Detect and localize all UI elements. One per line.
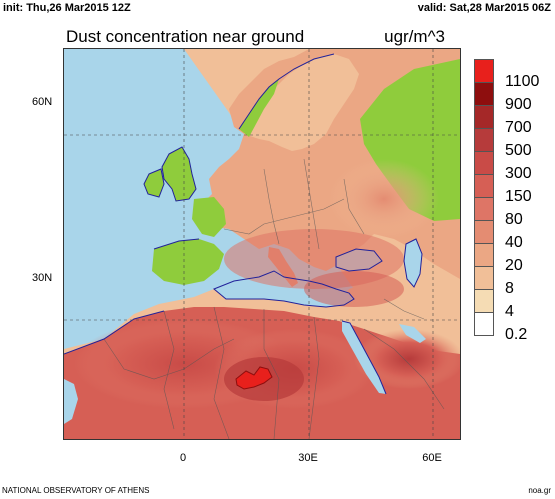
- lon-label-60e: 60E: [422, 452, 442, 464]
- iberia: [152, 239, 224, 285]
- legend-color-box: [474, 289, 494, 313]
- coastlines: [64, 53, 423, 395]
- legend-color-box: [474, 243, 494, 267]
- legend-level-label: 150: [505, 188, 532, 205]
- init-time-label: init: Thu,26 Mar2015 12Z: [3, 2, 131, 14]
- legend-color-box: [474, 174, 494, 198]
- legend-level-label: 1100: [505, 73, 540, 90]
- red-sea: [342, 321, 386, 394]
- legend-color-box: [474, 197, 494, 221]
- legend-level-label: 20: [505, 257, 523, 274]
- legend-color-box: [474, 105, 494, 129]
- legend-color-box: [474, 312, 494, 336]
- russia-clean-area: [360, 59, 460, 221]
- map-title: Dust concentration near ground: [66, 27, 305, 46]
- bodele-hotspot: [235, 366, 273, 390]
- ireland: [144, 169, 164, 197]
- footer-website: noa.gr: [528, 486, 551, 495]
- caspian-sea: [404, 239, 422, 287]
- legend-color-box: [474, 220, 494, 244]
- legend-level-label: 300: [505, 165, 532, 182]
- lat-lon-grid: [64, 49, 460, 439]
- legend-level-label: 40: [505, 234, 523, 251]
- atlantic-west-africa: [64, 379, 78, 424]
- legend-color-box: [474, 266, 494, 290]
- valid-time-label: valid: Sat,28 Mar2015 06Z: [417, 2, 551, 14]
- lat-label-60n: 60N: [32, 96, 53, 108]
- british-isles: [162, 147, 196, 201]
- legend-level-label: 500: [505, 142, 532, 159]
- dust-map: [63, 48, 461, 440]
- legend-level-label: 0.2: [505, 326, 528, 343]
- persian-gulf: [399, 324, 426, 343]
- legend-level-label: 900: [505, 96, 532, 113]
- legend-color-box: [474, 59, 494, 83]
- france-west: [192, 197, 226, 237]
- legend-color-box: [474, 128, 494, 152]
- footer-organization: NATIONAL OBSERVATORY OF ATHENS: [2, 486, 150, 495]
- lon-label-0: 0: [179, 452, 187, 464]
- map-units: ugr/m^3: [384, 27, 445, 46]
- legend-level-label: 700: [505, 119, 532, 136]
- legend-level-label: 8: [505, 280, 514, 297]
- lon-label-30e: 30E: [298, 452, 318, 464]
- russia-dust-plume: [329, 159, 439, 239]
- country-borders: [103, 158, 445, 439]
- arabia-core: [354, 329, 460, 389]
- scandinavia: [244, 54, 359, 151]
- dust-map-canvas: [64, 49, 460, 439]
- legend-color-box: [474, 151, 494, 175]
- lat-label-30n: 30N: [32, 272, 53, 284]
- color-legend: [474, 59, 494, 336]
- legend-level-label: 80: [505, 211, 523, 228]
- turkey-dust-haze: [304, 271, 404, 307]
- legend-level-label: 4: [505, 303, 514, 320]
- norway-coast: [239, 79, 279, 137]
- legend-color-box: [474, 82, 494, 106]
